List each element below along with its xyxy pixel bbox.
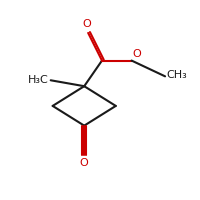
Text: CH₃: CH₃ xyxy=(167,70,187,80)
Text: O: O xyxy=(80,158,89,168)
Text: O: O xyxy=(132,49,141,59)
Text: O: O xyxy=(83,19,92,29)
Text: H₃C: H₃C xyxy=(28,75,49,85)
